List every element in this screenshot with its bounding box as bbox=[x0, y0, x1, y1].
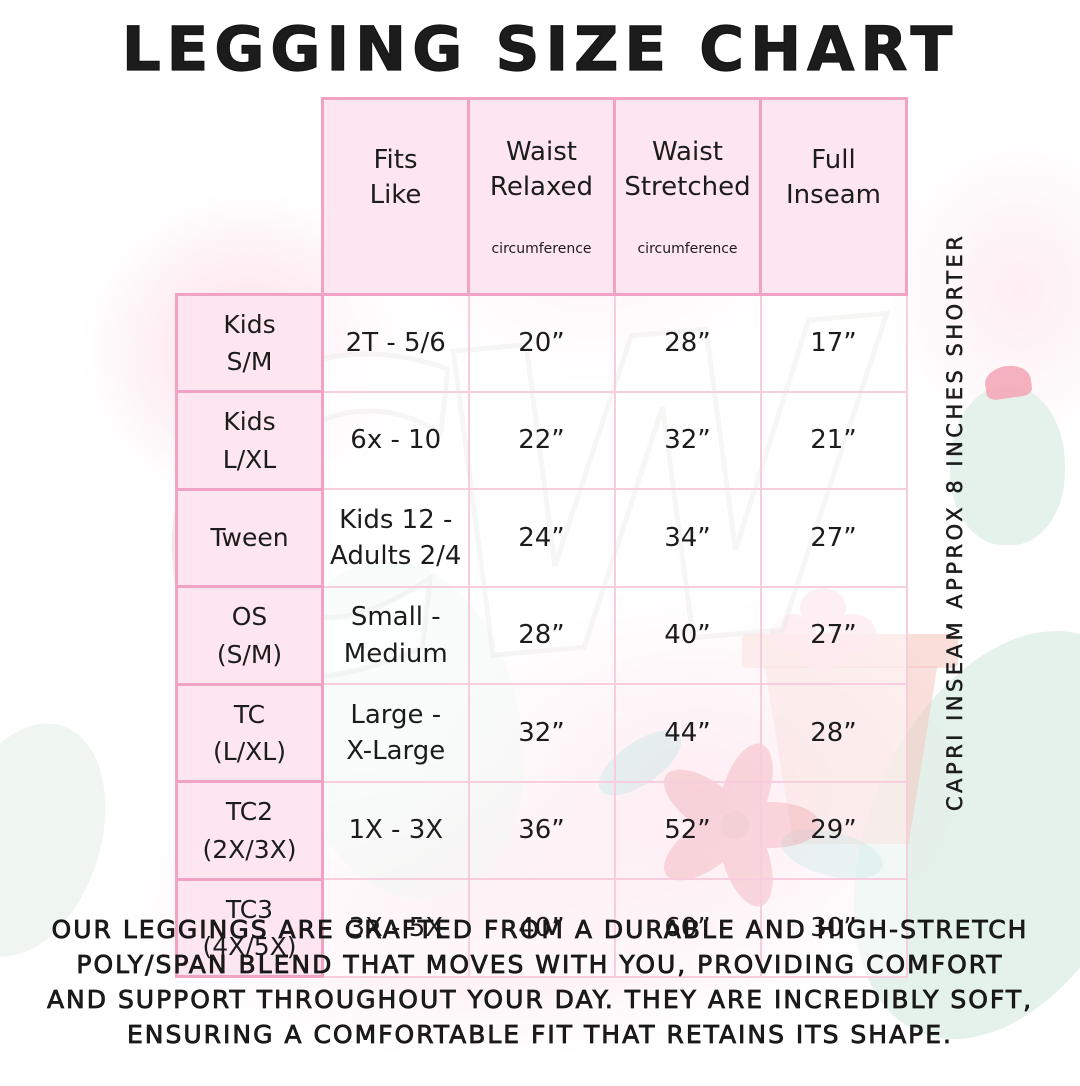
size-chart-table: Fits Like Waist Relaxed circumference Wa… bbox=[175, 97, 908, 979]
cell-fits-like: Kids 12 - Adults 2/4 bbox=[321, 488, 470, 588]
column-header-fits-like: Fits Like bbox=[321, 97, 470, 296]
cell-waist-stretched: 52” bbox=[613, 780, 762, 881]
cell-full-inseam: 27” bbox=[759, 585, 908, 686]
table-row-kids-sm: Kids S/M 2T - 5/6 20” 28” 17” bbox=[175, 292, 908, 394]
cell-waist-relaxed: 32” bbox=[467, 683, 616, 783]
cell-fits-like: 2T - 5/6 bbox=[321, 293, 470, 393]
cell-fits-like: 6x - 10 bbox=[321, 390, 470, 491]
row-label: Kids S/M bbox=[175, 292, 324, 394]
row-label: Tween bbox=[175, 487, 324, 589]
page-title: LEGGING SIZE CHART bbox=[121, 13, 959, 85]
cell-waist-stretched: 44” bbox=[613, 683, 762, 783]
cell-full-inseam: 29” bbox=[759, 780, 908, 881]
cell-waist-relaxed: 36” bbox=[467, 780, 616, 881]
cactus-watermark bbox=[950, 385, 1065, 545]
row-label: OS (S/M) bbox=[175, 585, 324, 686]
column-header-waist-stretched: Waist Stretched circumference bbox=[613, 97, 762, 296]
cell-waist-stretched: 34” bbox=[613, 488, 762, 588]
column-header-title: Full Inseam bbox=[786, 144, 881, 210]
row-label: TC2 (2X/3X) bbox=[175, 780, 324, 881]
cell-fits-like: Small - Medium bbox=[321, 585, 470, 686]
column-header-subtitle: circumference bbox=[637, 241, 738, 258]
column-header-subtitle: circumference bbox=[491, 241, 592, 258]
cell-waist-stretched: 40” bbox=[613, 585, 762, 686]
row-label: TC3 (4X/5X) bbox=[175, 877, 324, 979]
table-row-os: OS (S/M) Small - Medium 28” 40” 27” bbox=[175, 585, 908, 686]
column-header-title: Waist Stretched bbox=[624, 137, 751, 203]
cell-full-inseam: 28” bbox=[759, 683, 908, 783]
row-label: Kids L/XL bbox=[175, 390, 324, 491]
cell-waist-relaxed: 20” bbox=[467, 293, 616, 393]
cell-waist-relaxed: 40” bbox=[467, 878, 616, 978]
table-row-kids-lxl: Kids L/XL 6x - 10 22” 32” 21” bbox=[175, 390, 908, 491]
cell-waist-relaxed: 24” bbox=[467, 488, 616, 588]
cell-full-inseam: 17” bbox=[759, 293, 908, 393]
cell-waist-stretched: 28” bbox=[613, 293, 762, 393]
table-row-tc2: TC2 (2X/3X) 1X - 3X 36” 52” 29” bbox=[175, 780, 908, 881]
capri-inseam-note: CAPRI INSEAM APPROX 8 INCHES SHORTER bbox=[943, 232, 968, 812]
cell-fits-like: 3X - 5X bbox=[321, 878, 470, 978]
column-header-title: Fits Like bbox=[369, 144, 422, 210]
cell-fits-like: 1X - 3X bbox=[321, 780, 470, 881]
cell-waist-stretched: 60” bbox=[613, 878, 762, 978]
table-row-tc: TC (L/XL) Large - X-Large 32” 44” 28” bbox=[175, 682, 908, 784]
cell-full-inseam: 30” bbox=[759, 878, 908, 978]
cell-fits-like: Large - X-Large bbox=[321, 683, 470, 783]
description-text: OUR LEGGINGS ARE CRAFTED FROM A DURABLE … bbox=[46, 915, 1034, 1050]
cell-full-inseam: 27” bbox=[759, 488, 908, 588]
cell-waist-stretched: 32” bbox=[613, 390, 762, 491]
cell-waist-relaxed: 28” bbox=[467, 585, 616, 686]
cell-full-inseam: 21” bbox=[759, 390, 908, 491]
cell-waist-relaxed: 22” bbox=[467, 390, 616, 491]
table-row-tc3: TC3 (4X/5X) 3X - 5X 40” 60” 30” bbox=[175, 877, 908, 979]
table-corner-cell bbox=[177, 99, 323, 295]
column-header-full-inseam: Full Inseam bbox=[759, 97, 908, 296]
table-row-tween: Tween Kids 12 - Adults 2/4 24” 34” 27” bbox=[175, 487, 908, 589]
column-header-title: Waist Relaxed bbox=[489, 137, 594, 203]
row-label: TC (L/XL) bbox=[175, 682, 324, 784]
table-header-row: Fits Like Waist Relaxed circumference Wa… bbox=[177, 97, 908, 296]
column-header-waist-relaxed: Waist Relaxed circumference bbox=[467, 97, 616, 296]
